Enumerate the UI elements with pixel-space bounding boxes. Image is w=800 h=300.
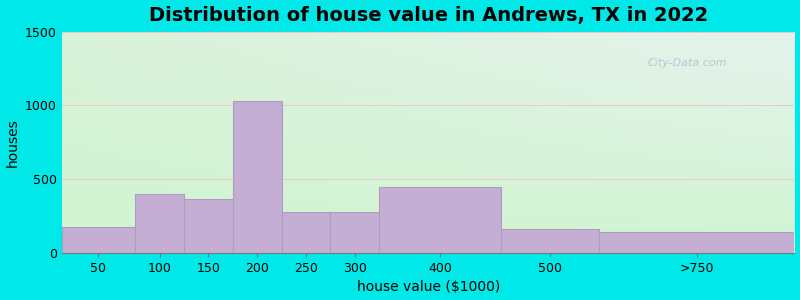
Bar xyxy=(330,212,379,253)
Bar xyxy=(502,229,599,253)
Bar xyxy=(379,187,502,253)
Bar xyxy=(282,212,330,253)
Y-axis label: houses: houses xyxy=(6,118,19,166)
Title: Distribution of house value in Andrews, TX in 2022: Distribution of house value in Andrews, … xyxy=(149,6,708,25)
Bar xyxy=(599,232,794,253)
Bar xyxy=(62,227,135,253)
X-axis label: house value ($1000): house value ($1000) xyxy=(357,280,500,294)
Bar xyxy=(184,199,233,253)
Bar xyxy=(233,101,282,253)
Text: City-Data.com: City-Data.com xyxy=(648,58,727,68)
Bar xyxy=(135,194,184,253)
